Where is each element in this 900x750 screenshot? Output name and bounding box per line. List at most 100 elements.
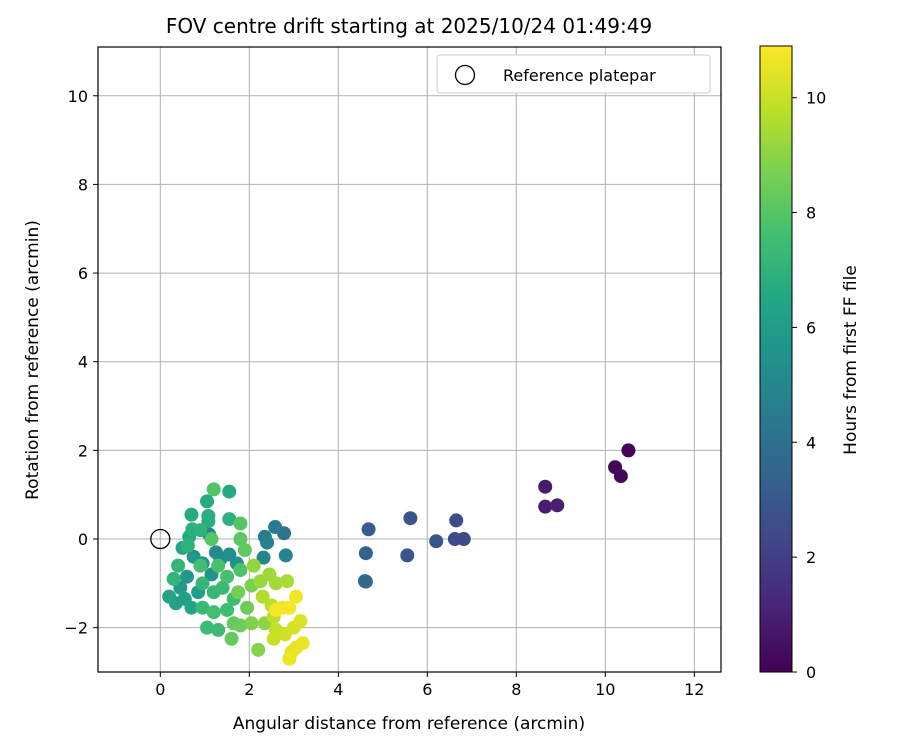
data-point (269, 576, 283, 591)
chart-title: FOV centre drift starting at 2025/10/24 … (166, 14, 652, 38)
x-tick-label: 6 (422, 680, 432, 699)
data-point (429, 534, 444, 549)
colorbar-ticks: 0 2 4 6 8 10 (792, 89, 826, 682)
colorbar-tick-label: 2 (806, 548, 816, 567)
y-tick-label: 8 (78, 175, 88, 194)
data-point (295, 636, 310, 651)
y-tick-label: 4 (78, 353, 88, 372)
data-point (613, 469, 628, 484)
y-tick-label: −2 (64, 619, 88, 638)
data-point (224, 631, 239, 646)
data-point (222, 512, 237, 527)
data-point (233, 563, 248, 578)
data-point (538, 479, 553, 494)
y-tick-label: 2 (78, 441, 88, 460)
data-point (282, 600, 297, 615)
data-point (233, 516, 248, 531)
data-point (246, 558, 261, 573)
x-axis-ticks: 0 2 4 6 8 10 12 (155, 672, 704, 699)
data-point (282, 651, 297, 666)
x-tick-label: 10 (595, 680, 615, 699)
legend-box (436, 54, 711, 94)
x-tick-label: 12 (684, 680, 704, 699)
data-point (215, 580, 230, 595)
reference-point-marker (150, 528, 171, 550)
x-tick-label: 8 (511, 680, 521, 699)
colorbar-tick-label: 10 (806, 89, 826, 108)
legend-marker (454, 64, 476, 86)
y-axis-label: Rotation from reference (arcmin) (23, 220, 43, 500)
y-tick-label: 10 (68, 87, 88, 106)
data-point (206, 482, 221, 497)
data-point (260, 535, 275, 550)
y-tick-label: 6 (78, 264, 88, 283)
data-point (400, 548, 415, 563)
plot-frame (97, 46, 722, 673)
data-point (231, 585, 246, 600)
data-point (211, 558, 226, 573)
data-point (193, 558, 208, 573)
data-point (538, 499, 553, 514)
x-tick-label: 4 (333, 680, 343, 699)
data-point (403, 511, 418, 526)
colorbar-label: Hours from first FF file (841, 265, 861, 455)
colorbar-tick-label: 4 (806, 433, 816, 452)
data-point (278, 548, 293, 563)
data-point (195, 600, 210, 615)
legend: Reference platepar (436, 54, 711, 94)
data-point (237, 543, 252, 558)
data-point (251, 642, 266, 657)
data-point (358, 546, 373, 561)
x-tick-label: 0 (155, 680, 165, 699)
data-point (222, 484, 237, 499)
data-point (201, 514, 216, 529)
data-point (255, 589, 270, 604)
data-point (621, 443, 636, 458)
x-tick-label: 2 (244, 680, 254, 699)
colorbar-tick-label: 8 (806, 204, 816, 223)
y-tick-label: 0 (78, 530, 88, 549)
data-point (184, 600, 199, 615)
data-point (200, 494, 215, 509)
data-point (220, 602, 235, 617)
x-axis-label: Angular distance from reference (arcmin) (233, 714, 585, 734)
data-point (193, 523, 208, 538)
data-point (268, 520, 283, 535)
data-point (206, 605, 221, 620)
data-point (244, 616, 259, 631)
data-point (266, 631, 281, 646)
data-point (204, 532, 219, 547)
data-point (289, 589, 304, 604)
data-point (269, 602, 283, 617)
data-point (195, 576, 210, 591)
data-point (358, 574, 373, 589)
data-point (240, 600, 255, 615)
data-point (447, 532, 462, 547)
data-point (256, 550, 271, 565)
y-axis-ticks: −2 0 2 4 6 8 10 (64, 87, 98, 638)
data-point (233, 532, 248, 547)
data-point (293, 614, 308, 629)
data-point (550, 498, 565, 513)
data-point (166, 571, 181, 586)
data-point (361, 522, 376, 537)
data-point (280, 574, 295, 589)
data-point (200, 620, 215, 635)
data-point (171, 558, 186, 573)
data-point (220, 569, 235, 584)
data-point (233, 618, 248, 633)
colorbar-gradient (759, 45, 793, 673)
data-points (162, 443, 636, 666)
data-point (449, 513, 464, 528)
colorbar-tick-label: 0 (806, 663, 816, 682)
data-point (180, 538, 195, 553)
legend-label: Reference platepar (503, 66, 656, 85)
colorbar-tick-label: 6 (806, 318, 816, 337)
data-point (184, 507, 199, 522)
data-point (180, 569, 194, 584)
data-point (211, 622, 226, 637)
data-point (162, 589, 177, 604)
colorbar: 0 2 4 6 8 10 Hours from first FF file (759, 45, 861, 682)
